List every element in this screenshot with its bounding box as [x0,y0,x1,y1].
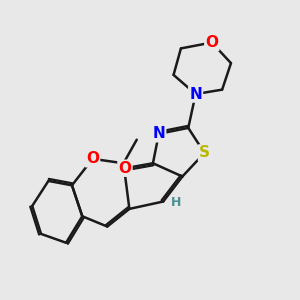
Text: S: S [199,146,210,160]
Text: H: H [170,196,181,209]
Text: O: O [118,161,131,176]
Text: O: O [205,35,218,50]
Text: N: N [189,87,202,102]
Text: N: N [152,126,165,141]
Text: O: O [86,151,99,166]
